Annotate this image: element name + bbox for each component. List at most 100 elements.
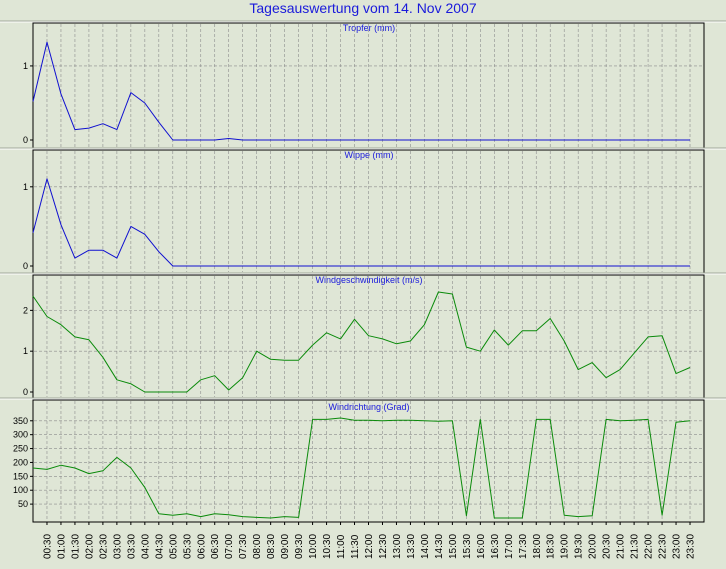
data-point [46, 315, 48, 317]
panel-3: Windgeschwindigkeit (m/s) 0 1 2 [0, 272, 726, 401]
data-point [409, 340, 411, 342]
data-point [353, 139, 355, 141]
y-tick-label: 0 [23, 135, 28, 145]
data-point [311, 265, 313, 267]
x-tick-label: 17:30 [518, 534, 529, 559]
data-point [297, 516, 299, 518]
panel-4: Windrichtung (Grad) 50 100 150 200 250 300 350 [0, 397, 726, 525]
data-point [563, 514, 565, 516]
x-tick-label: 11:30 [350, 534, 361, 559]
chart-title: Tagesauswertung vom 14. Nov 2007 [249, 0, 476, 16]
data-point [256, 350, 258, 352]
data-point [535, 418, 537, 420]
data-point [563, 265, 565, 267]
data-point [521, 330, 523, 332]
data-point [423, 139, 425, 141]
data-point [591, 265, 593, 267]
data-point [689, 420, 691, 422]
x-tick-label: 00:30 [42, 534, 53, 559]
data-point [479, 139, 481, 141]
data-point [647, 418, 649, 420]
data-point [102, 356, 104, 358]
data-point [339, 338, 341, 340]
data-point [661, 265, 663, 267]
data-point [689, 366, 691, 368]
data-point [465, 515, 467, 517]
data-point [242, 139, 244, 141]
data-point [605, 418, 607, 420]
data-point [242, 377, 244, 379]
data-point [493, 329, 495, 331]
data-point [130, 91, 132, 93]
data-point [423, 420, 425, 422]
data-point [437, 291, 439, 293]
data-point [381, 265, 383, 267]
data-point [46, 468, 48, 470]
data-point [283, 265, 285, 267]
x-tick-label: 21:00 [616, 534, 627, 559]
x-tick-label: 03:30 [126, 534, 137, 559]
data-point [228, 514, 230, 516]
panel-title: Windgeschwindigkeit (m/s) [315, 275, 422, 285]
data-point [437, 265, 439, 267]
data-point [88, 472, 90, 474]
data-point [605, 377, 607, 379]
panel-title: Windrichtung (Grad) [328, 402, 409, 412]
data-point [172, 391, 174, 393]
data-point [283, 359, 285, 361]
x-tick-label: 14:00 [420, 534, 431, 559]
x-tick-label: 05:00 [168, 534, 179, 559]
data-point [605, 265, 607, 267]
data-point [214, 375, 216, 377]
data-point [451, 420, 453, 422]
x-tick-label: 07:00 [224, 534, 235, 559]
data-point [591, 361, 593, 363]
data-point [325, 418, 327, 420]
data-point [661, 514, 663, 516]
x-tick-label: 20:30 [602, 534, 613, 559]
data-point [507, 265, 509, 267]
x-tick-label: 09:00 [280, 534, 291, 559]
data-point [647, 336, 649, 338]
data-point [535, 330, 537, 332]
x-tick-label: 21:30 [630, 534, 641, 559]
data-point [130, 383, 132, 385]
data-point [297, 265, 299, 267]
data-point [102, 123, 104, 125]
data-point [256, 139, 258, 141]
data-point [577, 515, 579, 517]
x-tick-label: 19:30 [574, 534, 585, 559]
x-tick-label: 17:00 [504, 534, 515, 559]
data-point [88, 127, 90, 129]
data-point [32, 295, 34, 297]
x-tick-label: 07:30 [238, 534, 249, 559]
data-point [409, 265, 411, 267]
data-point [186, 139, 188, 141]
data-point [158, 251, 160, 253]
x-tick-label: 16:00 [476, 534, 487, 559]
x-tick-label: 11:00 [336, 534, 347, 559]
x-tick-label: 15:30 [462, 534, 473, 559]
data-point [577, 265, 579, 267]
data-point [116, 456, 118, 458]
data-point [661, 335, 663, 337]
data-point [339, 265, 341, 267]
data-point [353, 419, 355, 421]
x-tick-label: 23:00 [672, 534, 683, 559]
x-tick-label: 02:00 [84, 534, 95, 559]
x-tick-label: 05:30 [182, 534, 193, 559]
data-point [242, 265, 244, 267]
data-point [633, 265, 635, 267]
data-point [465, 265, 467, 267]
data-point [689, 139, 691, 141]
data-point [228, 137, 230, 139]
x-tick-label: 03:00 [112, 534, 123, 559]
x-tick-label: 01:30 [70, 534, 81, 559]
data-point [32, 467, 34, 469]
series-line [32, 41, 690, 141]
x-tick-label: 20:00 [588, 534, 599, 559]
data-point [200, 139, 202, 141]
data-point [269, 517, 271, 519]
data-point [409, 419, 411, 421]
x-tick-label: 10:30 [322, 534, 333, 559]
